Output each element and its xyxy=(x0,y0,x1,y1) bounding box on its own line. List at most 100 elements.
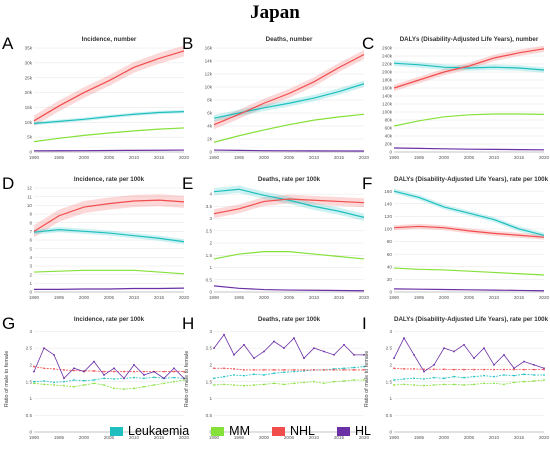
data-point-hl[interactable] xyxy=(273,340,275,343)
data-point-hl[interactable] xyxy=(143,374,145,376)
data-point-mm[interactable] xyxy=(303,381,305,384)
data-point-hl[interactable] xyxy=(503,353,505,356)
data-point-nhl[interactable] xyxy=(113,370,115,373)
data-point-nhl[interactable] xyxy=(213,367,215,370)
data-point-leukaemia[interactable] xyxy=(473,375,475,378)
data-point-hl[interactable] xyxy=(473,357,475,360)
data-point-nhl[interactable] xyxy=(413,368,415,370)
data-point-nhl[interactable] xyxy=(363,369,365,371)
data-point-nhl[interactable] xyxy=(123,370,125,373)
data-point-mm[interactable] xyxy=(33,382,35,385)
data-point-leukaemia[interactable] xyxy=(133,376,135,379)
data-point-mm[interactable] xyxy=(423,384,425,387)
data-point-hl[interactable] xyxy=(303,357,305,360)
series-line-nhl[interactable] xyxy=(33,366,184,373)
data-point-nhl[interactable] xyxy=(503,368,505,371)
data-point-hl[interactable] xyxy=(353,353,355,356)
data-point-mm[interactable] xyxy=(123,388,125,390)
series-line-leukaemia[interactable] xyxy=(393,62,545,71)
data-point-mm[interactable] xyxy=(83,384,85,386)
data-point-mm[interactable] xyxy=(133,387,135,390)
data-point-nhl[interactable] xyxy=(393,367,395,370)
data-point-hl[interactable] xyxy=(423,370,425,373)
series-line-nhl[interactable] xyxy=(393,225,545,238)
data-point-leukaemia[interactable] xyxy=(443,377,445,380)
data-point-leukaemia[interactable] xyxy=(253,373,255,376)
data-point-nhl[interactable] xyxy=(273,369,275,371)
data-point-hl[interactable] xyxy=(263,350,265,353)
data-point-leukaemia[interactable] xyxy=(243,374,245,377)
data-point-nhl[interactable] xyxy=(333,369,335,371)
data-point-mm[interactable] xyxy=(533,380,535,382)
series-line-nhl[interactable] xyxy=(214,367,364,371)
data-point-nhl[interactable] xyxy=(493,368,495,371)
data-point-hl[interactable] xyxy=(293,337,295,339)
data-point-mm[interactable] xyxy=(473,383,475,386)
series-line-hl[interactable] xyxy=(393,147,545,151)
series-line-leukaemia[interactable] xyxy=(213,83,365,119)
data-point-leukaemia[interactable] xyxy=(343,367,345,370)
data-point-hl[interactable] xyxy=(443,347,445,350)
data-point-mm[interactable] xyxy=(453,383,455,386)
legend-item-mm[interactable]: MM xyxy=(211,424,250,438)
data-point-mm[interactable] xyxy=(363,379,365,381)
data-point-nhl[interactable] xyxy=(533,368,535,371)
data-point-leukaemia[interactable] xyxy=(463,376,465,379)
data-point-hl[interactable] xyxy=(253,357,255,360)
series-line-hl[interactable] xyxy=(213,285,365,292)
data-point-hl[interactable] xyxy=(243,343,245,346)
data-point-mm[interactable] xyxy=(283,383,285,386)
data-point-mm[interactable] xyxy=(143,385,145,388)
series-line-hl[interactable] xyxy=(33,347,185,380)
data-point-hl[interactable] xyxy=(233,353,235,356)
data-point-leukaemia[interactable] xyxy=(73,379,75,381)
data-point-hl[interactable] xyxy=(403,337,405,339)
data-point-mm[interactable] xyxy=(273,382,275,385)
data-point-hl[interactable] xyxy=(453,350,455,353)
data-point-nhl[interactable] xyxy=(513,368,515,371)
data-point-mm[interactable] xyxy=(263,383,265,386)
series-line-leukaemia[interactable] xyxy=(213,188,365,218)
data-point-mm[interactable] xyxy=(223,383,225,386)
data-point-mm[interactable] xyxy=(93,382,95,385)
data-point-leukaemia[interactable] xyxy=(273,372,275,375)
series-line-leukaemia[interactable] xyxy=(33,110,185,125)
data-point-nhl[interactable] xyxy=(43,367,45,370)
data-point-leukaemia[interactable] xyxy=(93,379,95,381)
data-point-mm[interactable] xyxy=(443,383,445,386)
data-point-nhl[interactable] xyxy=(343,369,345,371)
data-point-nhl[interactable] xyxy=(183,370,185,373)
data-point-mm[interactable] xyxy=(353,379,355,381)
data-point-hl[interactable] xyxy=(213,347,215,350)
data-point-mm[interactable] xyxy=(243,384,245,387)
data-point-leukaemia[interactable] xyxy=(103,377,105,380)
data-point-mm[interactable] xyxy=(463,384,465,386)
series-line-hl[interactable] xyxy=(393,337,545,373)
data-point-leukaemia[interactable] xyxy=(523,373,525,376)
data-point-hl[interactable] xyxy=(173,367,175,370)
data-point-nhl[interactable] xyxy=(523,368,525,371)
data-point-leukaemia[interactable] xyxy=(483,374,485,377)
data-point-leukaemia[interactable] xyxy=(293,370,295,373)
data-point-mm[interactable] xyxy=(53,384,55,386)
data-point-mm[interactable] xyxy=(253,384,255,386)
data-point-mm[interactable] xyxy=(43,383,45,386)
data-point-leukaemia[interactable] xyxy=(353,366,355,369)
data-point-hl[interactable] xyxy=(33,370,35,373)
data-point-hl[interactable] xyxy=(73,367,75,370)
data-point-hl[interactable] xyxy=(493,364,495,366)
data-point-mm[interactable] xyxy=(403,383,405,386)
data-point-nhl[interactable] xyxy=(253,369,255,371)
data-point-hl[interactable] xyxy=(363,353,365,356)
data-point-nhl[interactable] xyxy=(453,368,455,371)
data-point-nhl[interactable] xyxy=(473,368,475,371)
data-point-leukaemia[interactable] xyxy=(213,377,215,380)
data-point-nhl[interactable] xyxy=(313,369,315,371)
series-line-nhl[interactable] xyxy=(213,53,365,126)
legend-item-hl[interactable]: HL xyxy=(337,424,371,438)
data-point-nhl[interactable] xyxy=(163,370,165,373)
data-point-nhl[interactable] xyxy=(93,370,95,372)
data-point-mm[interactable] xyxy=(153,384,155,386)
series-line-mm[interactable] xyxy=(33,379,185,390)
data-point-nhl[interactable] xyxy=(143,370,145,373)
